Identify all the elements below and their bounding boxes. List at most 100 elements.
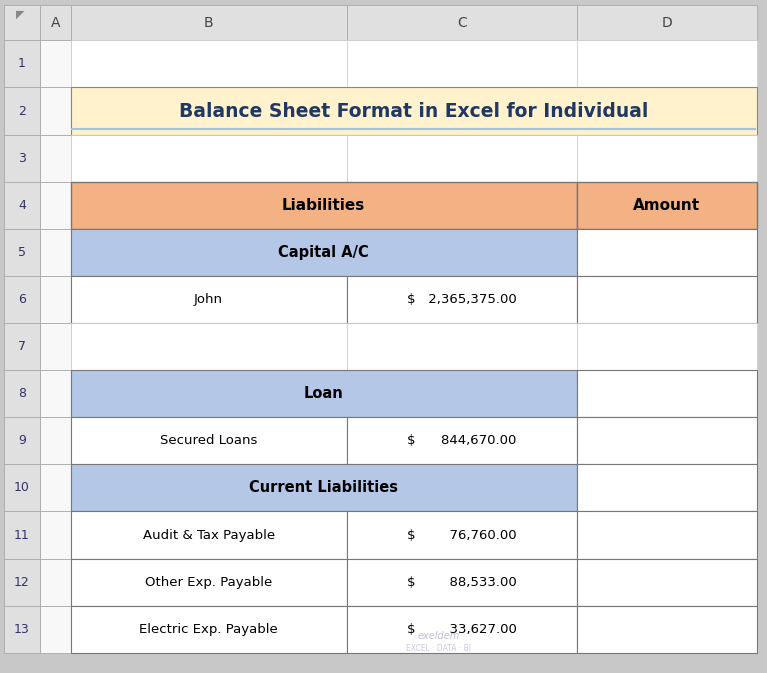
Bar [4,606,40,653]
Bar [40,323,71,370]
Bar [40,87,71,135]
Bar [71,323,347,370]
Bar [4,370,40,417]
Text: 12: 12 [14,575,30,589]
Bar [347,511,577,559]
Text: 8: 8 [18,387,26,400]
Bar [4,229,40,276]
Bar [4,182,40,229]
Bar [40,276,71,323]
Bar [4,511,40,559]
Bar [40,559,71,606]
Bar [71,417,347,464]
Text: 1: 1 [18,57,26,71]
Bar [71,370,577,417]
Text: Loan: Loan [304,386,344,401]
Text: C: C [457,16,466,30]
Text: A: A [51,16,60,30]
Bar [40,229,71,276]
Bar [577,40,757,87]
Bar [577,229,757,276]
Text: Audit & Tax Payable: Audit & Tax Payable [143,528,275,542]
Text: Secured Loans: Secured Loans [160,434,257,448]
Bar [40,464,71,511]
Text: $        33,627.00: $ 33,627.00 [407,623,517,636]
Bar [4,135,40,182]
Bar [577,323,757,370]
Text: Capital A/C: Capital A/C [278,245,369,260]
Bar [347,276,577,323]
Bar [347,606,577,653]
Bar [577,606,757,653]
Bar [4,417,40,464]
Bar [71,135,347,182]
Text: $      844,670.00: $ 844,670.00 [407,434,516,448]
Bar [71,182,577,229]
Bar [577,464,757,511]
Bar [577,276,757,323]
Text: 7: 7 [18,340,26,353]
Text: John: John [194,293,223,306]
Bar [577,511,757,559]
Text: ◤: ◤ [16,9,25,20]
Bar [40,5,71,40]
Bar [577,135,757,182]
Bar [577,182,757,229]
Text: 2: 2 [18,104,26,118]
Bar [71,276,347,323]
Text: $   2,365,375.00: $ 2,365,375.00 [407,293,517,306]
Text: 11: 11 [14,528,30,542]
Bar [40,40,71,87]
Bar [4,559,40,606]
Bar [40,135,71,182]
Bar [40,606,71,653]
Bar [71,40,347,87]
Bar [71,511,347,559]
Text: exeldem: exeldem [417,631,460,641]
Text: Liabilities: Liabilities [282,198,365,213]
Bar [347,323,577,370]
Text: Amount: Amount [634,198,700,213]
Text: B: B [204,16,213,30]
Bar [347,559,577,606]
Bar [577,5,757,40]
Text: EXCEL · DATA · BI: EXCEL · DATA · BI [407,643,471,653]
Text: 13: 13 [14,623,30,636]
Bar [4,87,40,135]
Bar [71,87,757,135]
Bar [4,40,40,87]
Bar [71,559,347,606]
Text: 3: 3 [18,151,26,165]
Bar [4,276,40,323]
Text: Electric Exp. Payable: Electric Exp. Payable [140,623,278,636]
Bar [40,417,71,464]
Bar [40,182,71,229]
Text: Balance Sheet Format in Excel for Individual: Balance Sheet Format in Excel for Indivi… [179,102,648,120]
Text: 9: 9 [18,434,26,448]
Bar [71,5,347,40]
Bar [71,606,347,653]
Bar [347,417,577,464]
Bar [577,417,757,464]
Bar [577,559,757,606]
Bar [4,464,40,511]
Text: $        88,533.00: $ 88,533.00 [407,575,517,589]
Bar [347,135,577,182]
Bar [40,511,71,559]
Text: D: D [661,16,673,30]
Bar [71,229,577,276]
Bar [347,40,577,87]
Text: Other Exp. Payable: Other Exp. Payable [145,575,272,589]
Text: 6: 6 [18,293,26,306]
Bar [4,5,40,40]
Text: Current Liabilities: Current Liabilities [249,481,398,495]
Bar [4,323,40,370]
Text: $        76,760.00: $ 76,760.00 [407,528,516,542]
Bar [347,5,577,40]
Bar [577,370,757,417]
Bar [40,370,71,417]
Bar [71,464,577,511]
Text: 10: 10 [14,481,30,495]
Text: 5: 5 [18,246,26,259]
Text: 4: 4 [18,199,26,212]
